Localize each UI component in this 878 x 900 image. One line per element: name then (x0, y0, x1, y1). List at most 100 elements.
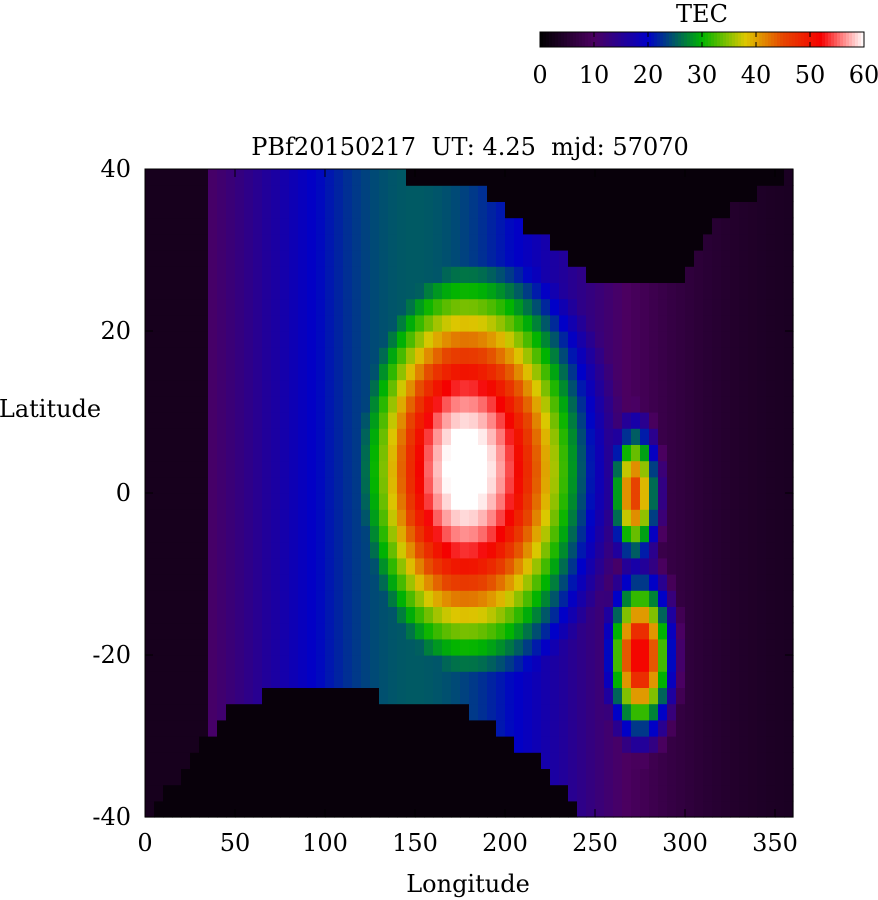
heatmap-cell (253, 606, 263, 624)
heatmap-cell (316, 331, 326, 348)
heatmap-cell (379, 622, 389, 640)
heatmap-cell (145, 736, 155, 753)
heatmap-cell (190, 574, 200, 591)
heatmap-cell (487, 331, 497, 348)
colorbar-cell (726, 32, 730, 47)
heatmap-cell (208, 298, 218, 316)
heatmap-cell (379, 444, 389, 462)
heatmap-cell (325, 557, 335, 575)
heatmap-cell (586, 719, 596, 737)
heatmap-cell (460, 752, 470, 769)
heatmap-cell (622, 314, 632, 332)
heatmap-cell (694, 606, 704, 624)
heatmap-cell (388, 250, 398, 267)
heatmap-cell (442, 606, 452, 624)
heatmap-cell (298, 655, 308, 672)
heatmap-cell (298, 800, 308, 818)
heatmap-cell (271, 525, 281, 543)
heatmap-cell (424, 800, 434, 818)
heatmap-cell (469, 363, 479, 381)
heatmap-cell (550, 719, 560, 737)
colorbar-cell (789, 32, 793, 47)
heatmap-cell (604, 217, 614, 235)
heatmap-cell (541, 201, 551, 219)
heatmap-cell (631, 185, 641, 202)
heatmap-cell (640, 282, 650, 300)
heatmap-cell (559, 185, 569, 202)
colorbar-gradient (540, 32, 865, 47)
heatmap-cell (316, 250, 326, 267)
heatmap-cell (649, 557, 659, 575)
heatmap-cell (595, 331, 605, 348)
heatmap-cell (676, 282, 686, 300)
heatmap-cell (262, 347, 272, 364)
heatmap-cell (595, 606, 605, 624)
heatmap-cell (361, 428, 371, 445)
heatmap-cell (370, 282, 380, 300)
heatmap-cell (325, 525, 335, 543)
heatmap-cell (766, 201, 776, 219)
heatmap-cell (541, 444, 551, 462)
heatmap-cell (703, 671, 713, 688)
heatmap-cell (388, 590, 398, 607)
heatmap-cell (352, 525, 362, 543)
heatmap-cell (577, 606, 587, 624)
heatmap-cell (208, 655, 218, 672)
heatmap-cell (469, 541, 479, 559)
heatmap-cell (208, 460, 218, 478)
heatmap-cell (757, 395, 767, 413)
heatmap-cell (316, 541, 326, 559)
heatmap-cell (181, 379, 191, 397)
heatmap-cell (199, 347, 209, 364)
heatmap-cell (595, 671, 605, 688)
heatmap-cell (478, 800, 488, 818)
heatmap-cell (262, 638, 272, 656)
heatmap-cell (145, 638, 155, 656)
heatmap-cell (649, 460, 659, 478)
heatmap-cell (397, 768, 407, 786)
heatmap-cell (631, 752, 641, 769)
heatmap-cell (262, 687, 272, 705)
heatmap-cell (550, 395, 560, 413)
heatmap-cell (244, 574, 254, 591)
heatmap-cell (730, 606, 740, 624)
heatmap-cell (334, 250, 344, 267)
heatmap-cell (766, 379, 776, 397)
heatmap-cell (442, 752, 452, 769)
heatmap-cell (334, 541, 344, 559)
heatmap-cell (271, 217, 281, 235)
heatmap-cell (721, 347, 731, 364)
heatmap-cell (577, 541, 587, 559)
heatmap-cell (424, 347, 434, 364)
heatmap-cell (397, 574, 407, 591)
heatmap-cell (442, 493, 452, 510)
heatmap-cell (757, 768, 767, 786)
heatmap-cell (406, 606, 416, 624)
heatmap-cell (352, 655, 362, 672)
heatmap-cell (631, 444, 641, 462)
heatmap-cell (496, 574, 506, 591)
heatmap-cell (235, 363, 245, 381)
heatmap-cell (199, 298, 209, 316)
heatmap-cell (217, 233, 227, 251)
heatmap-cell (280, 347, 290, 364)
heatmap-cell (181, 217, 191, 235)
heatmap-cell (496, 217, 506, 235)
heatmap-cell (505, 541, 515, 559)
colorbar-cell (816, 32, 820, 47)
heatmap-cell (271, 687, 281, 705)
heatmap-cell (226, 622, 236, 640)
heatmap-cell (577, 476, 587, 494)
heatmap-cell (154, 671, 164, 688)
heatmap-cell (298, 638, 308, 656)
heatmap-cell (478, 266, 488, 283)
heatmap-cell (514, 557, 524, 575)
heatmap-cell (496, 493, 506, 510)
heatmap-cell (199, 476, 209, 494)
heatmap-cell (433, 347, 443, 364)
heatmap-cell (478, 412, 488, 429)
colorbar-cell (801, 32, 805, 47)
heatmap-cell (415, 250, 425, 267)
heatmap-cell (334, 687, 344, 705)
heatmap-cell (514, 525, 524, 543)
